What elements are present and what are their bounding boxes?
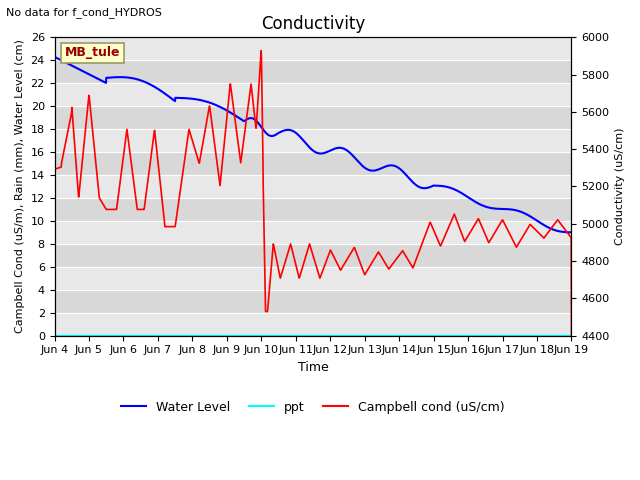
Legend: Water Level, ppt, Campbell cond (uS/cm): Water Level, ppt, Campbell cond (uS/cm) bbox=[116, 396, 510, 419]
Bar bbox=[54, 83, 572, 106]
Bar bbox=[54, 106, 572, 129]
Bar bbox=[54, 290, 572, 312]
Bar bbox=[54, 198, 572, 221]
Bar bbox=[54, 312, 572, 336]
Bar bbox=[54, 152, 572, 175]
Title: Conductivity: Conductivity bbox=[261, 15, 365, 33]
Text: MB_tule: MB_tule bbox=[65, 46, 120, 60]
Y-axis label: Conductivity (uS/cm): Conductivity (uS/cm) bbox=[615, 128, 625, 245]
Bar bbox=[54, 244, 572, 267]
Bar bbox=[54, 221, 572, 244]
Bar bbox=[54, 60, 572, 83]
Y-axis label: Campbell Cond (uS/m), Rain (mm), Water Level (cm): Campbell Cond (uS/m), Rain (mm), Water L… bbox=[15, 39, 25, 334]
X-axis label: Time: Time bbox=[298, 361, 328, 374]
Text: No data for f_cond_HYDROS: No data for f_cond_HYDROS bbox=[6, 7, 163, 18]
Bar bbox=[54, 175, 572, 198]
Bar bbox=[54, 37, 572, 60]
Bar bbox=[54, 129, 572, 152]
Bar bbox=[54, 267, 572, 290]
